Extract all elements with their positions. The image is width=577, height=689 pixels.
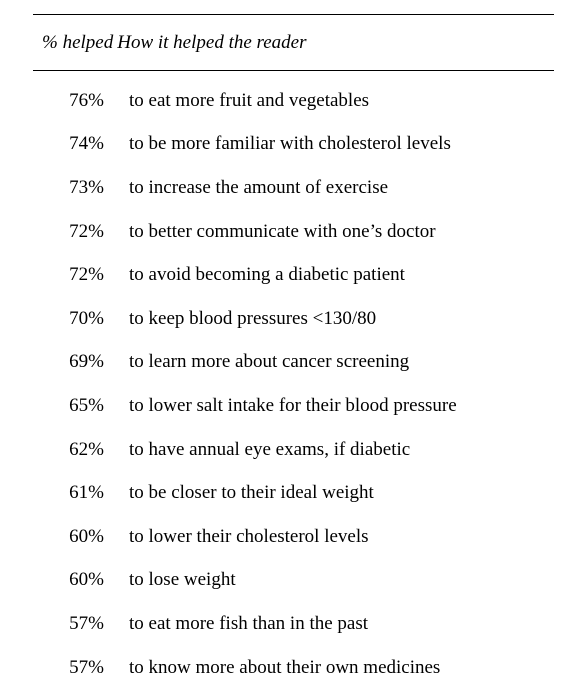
- description-cell: to lower their cholesterol levels: [129, 525, 369, 547]
- description-cell: to learn more about cancer screening: [129, 351, 410, 373]
- table-row: 76% to eat more fruit and vegetables: [33, 79, 554, 123]
- description-cell: to eat more fish than in the past: [129, 612, 369, 634]
- table-row: 57% to know more about their own medicine…: [33, 646, 554, 689]
- table-header: % helped How it helped the reader: [33, 15, 554, 70]
- table-row: 60% to lose weight: [33, 559, 554, 603]
- percent-cell: 61%: [69, 482, 104, 504]
- description-cell: to avoid becoming a diabetic patient: [129, 264, 405, 286]
- description-cell: to keep blood pressures <130/80: [129, 307, 377, 329]
- table-row: 73% to increase the amount of exercise: [33, 166, 554, 210]
- percent-cell: 74%: [69, 133, 104, 155]
- description-cell: to be closer to their ideal weight: [129, 482, 374, 504]
- description-cell: to eat more fruit and vegetables: [129, 89, 370, 111]
- header-how-it-helped: How it helped the reader: [117, 31, 307, 53]
- table-row: 57% to eat more fish than in the past: [33, 602, 554, 646]
- percent-cell: 73%: [69, 176, 104, 198]
- description-cell: to lose weight: [129, 569, 236, 591]
- table-row: 61% to be closer to their ideal weight: [33, 471, 554, 515]
- description-cell: to have annual eye exams, if diabetic: [129, 438, 411, 460]
- percent-cell: 72%: [69, 220, 104, 242]
- percent-cell: 70%: [69, 307, 104, 329]
- table-row: 65% to lower salt intake for their blood …: [33, 384, 554, 428]
- table-row: 62% to have annual eye exams, if diabetic: [33, 428, 554, 472]
- table-row: 70% to keep blood pressures <130/80: [33, 297, 554, 341]
- description-cell: to lower salt intake for their blood pre…: [129, 394, 457, 416]
- table-row: 69% to learn more about cancer screening: [33, 341, 554, 385]
- percent-cell: 62%: [69, 438, 104, 460]
- table-body: 76% to eat more fruit and vegetables 74% t…: [33, 71, 554, 689]
- percent-cell: 57%: [69, 612, 104, 634]
- description-cell: to better communicate with one’s doctor: [129, 220, 436, 242]
- percent-cell: 72%: [69, 264, 104, 286]
- description-cell: to be more familiar with cholesterol lev…: [129, 133, 451, 155]
- results-table: % helped How it helped the reader 76% to …: [33, 14, 554, 689]
- description-cell: to know more about their own medicines: [129, 656, 441, 678]
- table-row: 72% to better communicate with one’s doct…: [33, 210, 554, 254]
- header-percent-helped: % helped: [42, 31, 114, 53]
- percent-cell: 65%: [69, 394, 104, 416]
- percent-cell: 60%: [69, 525, 104, 547]
- table-row: 60% to lower their cholesterol levels: [33, 515, 554, 559]
- percent-cell: 76%: [69, 89, 104, 111]
- percent-cell: 60%: [69, 569, 104, 591]
- header-rule: [33, 70, 554, 71]
- percent-cell: 69%: [69, 351, 104, 373]
- table-row: 72% to avoid becoming a diabetic patient: [33, 253, 554, 297]
- percent-cell: 57%: [69, 656, 104, 678]
- top-rule: [33, 14, 554, 15]
- description-cell: to increase the amount of exercise: [129, 176, 389, 198]
- table-row: 74% to be more familiar with cholesterol …: [33, 123, 554, 167]
